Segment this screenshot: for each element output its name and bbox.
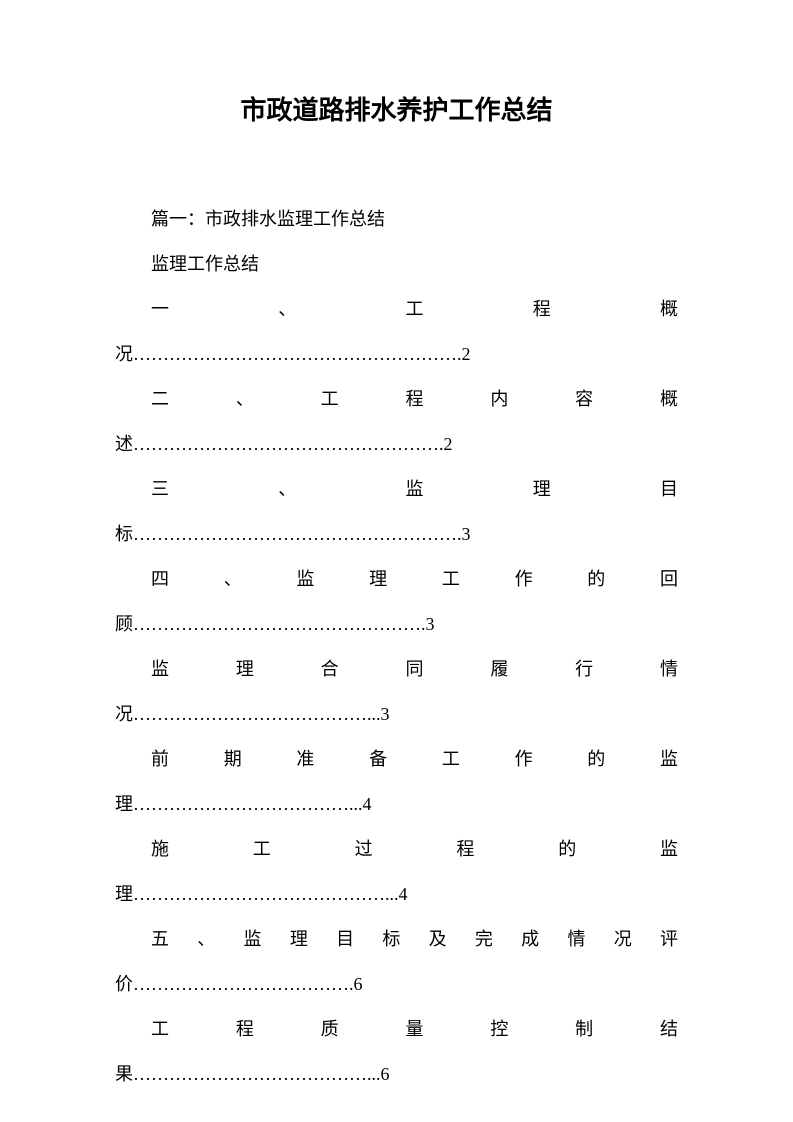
toc-item-5-cont: 况…………………………………...3 — [115, 692, 678, 737]
toc-item-9-label: 工程质量控制结 — [115, 1007, 678, 1052]
toc-item-4-label: 四、监理工作的回 — [115, 557, 678, 602]
toc-item-7-cont: 理……………………………………...4 — [115, 872, 678, 917]
toc-item-2-cont: 述…………………………………………….2 — [115, 422, 678, 467]
toc-item-8-cont: 价……………………………….6 — [115, 962, 678, 1007]
intro-line-1: 篇一：市政排水监理工作总结 — [115, 197, 678, 242]
toc-item-1-label: 一、工程概 — [115, 287, 678, 332]
toc-item-2-label: 二、工程内容概 — [115, 377, 678, 422]
toc-item-7-label: 施工过程的监 — [115, 827, 678, 872]
toc-item-8-label: 五、监理目标及完成情况评 — [115, 917, 678, 962]
toc-item-4-cont: 顾………………………………………….3 — [115, 602, 678, 647]
toc-item-6-label: 前期准备工作的监 — [115, 737, 678, 782]
toc-item-5-label: 监理合同履行情 — [115, 647, 678, 692]
toc-item-1-cont: 况……………………………………………….2 — [115, 332, 678, 377]
toc-item-3-cont: 标……………………………………………….3 — [115, 512, 678, 557]
intro-line-2: 监理工作总结 — [115, 242, 678, 287]
toc-item-6-cont: 理………………………………...4 — [115, 782, 678, 827]
document-title: 市政道路排水养护工作总结 — [115, 90, 678, 127]
toc-item-9-cont: 果…………………………………...6 — [115, 1052, 678, 1097]
toc-item-3-label: 三、监理目 — [115, 467, 678, 512]
